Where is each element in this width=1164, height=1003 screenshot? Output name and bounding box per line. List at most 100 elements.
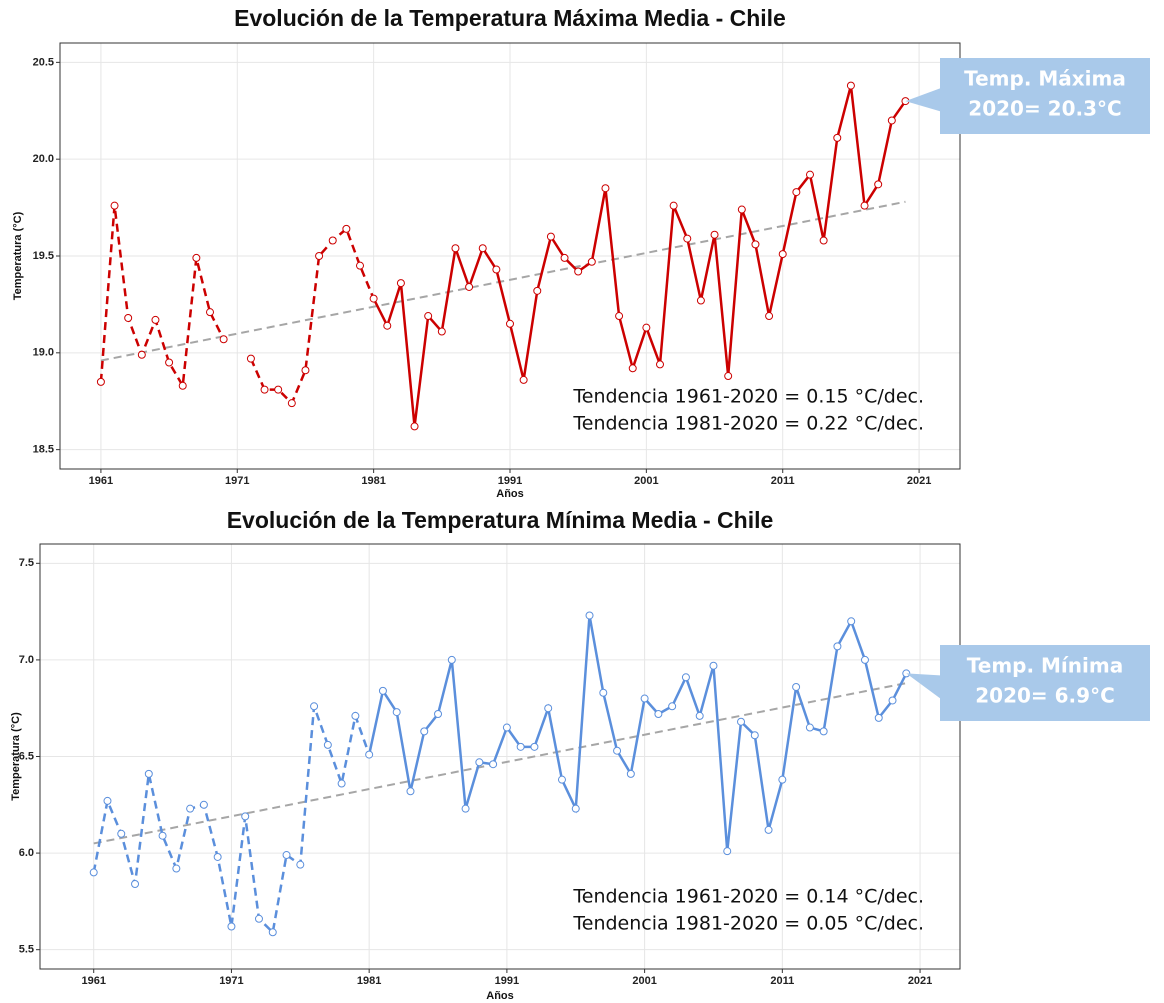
series-line xyxy=(372,85,907,427)
x-tick-label: 2021 xyxy=(907,475,931,487)
x-tick-label: 2011 xyxy=(770,975,794,987)
chart: Evolución de la Temperatura Máxima Media… xyxy=(12,5,1150,500)
series-line xyxy=(367,615,908,852)
data-point xyxy=(165,358,174,367)
data-point xyxy=(668,702,677,711)
trend-note: Tendencia 1981-2020 = 0.05 °C/dec. xyxy=(572,913,924,935)
data-point xyxy=(383,321,392,330)
data-point xyxy=(461,804,470,813)
callout-text: 2020= 6.9°C xyxy=(975,684,1115,708)
chart-title: Evolución de la Temperatura Máxima Media… xyxy=(234,5,786,31)
callout-text: Temp. Máxima xyxy=(964,67,1126,91)
data-point xyxy=(516,742,525,751)
data-point xyxy=(478,244,487,253)
chart: Evolución de la Temperatura Mínima Media… xyxy=(10,507,1150,1002)
data-point xyxy=(874,180,883,189)
data-point xyxy=(502,723,511,732)
data-point xyxy=(365,750,374,759)
x-tick-label: 1991 xyxy=(495,975,519,987)
data-point xyxy=(778,250,787,259)
data-point xyxy=(709,661,718,670)
data-point xyxy=(219,335,228,344)
data-point xyxy=(819,727,828,736)
data-point xyxy=(451,244,460,253)
trend-line xyxy=(100,200,906,362)
data-point xyxy=(103,796,112,805)
data-point xyxy=(437,327,446,336)
data-point xyxy=(246,354,255,363)
data-point xyxy=(410,422,419,431)
data-point xyxy=(601,184,610,193)
data-point xyxy=(465,282,474,291)
data-point xyxy=(654,710,663,718)
data-point xyxy=(860,201,869,210)
callout-text: Temp. Mínima xyxy=(967,654,1123,678)
series-line xyxy=(92,705,371,935)
data-point xyxy=(287,399,296,408)
data-point xyxy=(530,742,539,751)
data-point xyxy=(833,133,842,142)
data-point xyxy=(860,655,869,664)
data-point xyxy=(887,116,896,125)
trend-line xyxy=(93,682,907,845)
x-tick-label: 1971 xyxy=(225,475,249,487)
data-point xyxy=(356,261,364,270)
data-point xyxy=(137,350,146,359)
data-point xyxy=(560,253,569,262)
y-tick-label: 6.5 xyxy=(19,750,34,762)
data-point xyxy=(315,252,324,260)
x-tick-label: 1961 xyxy=(81,975,105,987)
data-point xyxy=(489,760,498,769)
data-point xyxy=(833,642,842,651)
data-point xyxy=(888,696,897,705)
data-point xyxy=(310,702,319,711)
data-point xyxy=(172,864,181,873)
data-point xyxy=(778,775,787,784)
x-tick-label: 1991 xyxy=(498,475,522,487)
data-point xyxy=(396,279,405,288)
data-point xyxy=(681,673,690,682)
series-line xyxy=(99,205,375,406)
data-point xyxy=(328,236,337,245)
data-point xyxy=(587,257,596,266)
y-axis-label: Temperatura (°C) xyxy=(10,712,22,801)
data-point xyxy=(447,655,456,664)
x-tick-label: 1981 xyxy=(357,975,381,987)
data-point xyxy=(723,847,732,856)
data-point xyxy=(351,711,360,720)
data-point xyxy=(533,286,542,295)
x-axis-label: Años xyxy=(496,488,524,500)
y-tick-label: 19.0 xyxy=(33,347,54,359)
data-point xyxy=(131,880,140,888)
data-point xyxy=(805,723,814,732)
data-point xyxy=(571,804,580,813)
data-point xyxy=(110,201,119,210)
trend-note: Tendencia 1981-2020 = 0.22 °C/dec. xyxy=(572,413,924,435)
data-point xyxy=(420,727,429,736)
data-point xyxy=(186,804,195,813)
data-point xyxy=(151,315,160,324)
callout-box xyxy=(905,58,1150,134)
data-point xyxy=(96,377,105,386)
data-point xyxy=(669,201,678,210)
data-point xyxy=(337,779,346,788)
data-point xyxy=(227,922,236,931)
data-point xyxy=(792,188,801,197)
data-point xyxy=(342,224,351,233)
data-point xyxy=(846,81,855,90)
data-point xyxy=(144,769,153,778)
data-point xyxy=(192,253,201,262)
data-point xyxy=(710,230,719,239)
data-point xyxy=(751,240,760,249)
data-point xyxy=(213,852,222,861)
data-point xyxy=(206,308,214,317)
data-point xyxy=(296,860,305,869)
data-point xyxy=(750,731,759,740)
callout-text: 2020= 20.3°C xyxy=(968,97,1121,121)
data-point xyxy=(519,375,528,384)
trend-note: Tendencia 1961-2020 = 0.15 °C/dec. xyxy=(572,386,924,408)
data-point xyxy=(695,711,704,720)
data-point xyxy=(268,928,277,937)
data-point xyxy=(696,296,705,305)
